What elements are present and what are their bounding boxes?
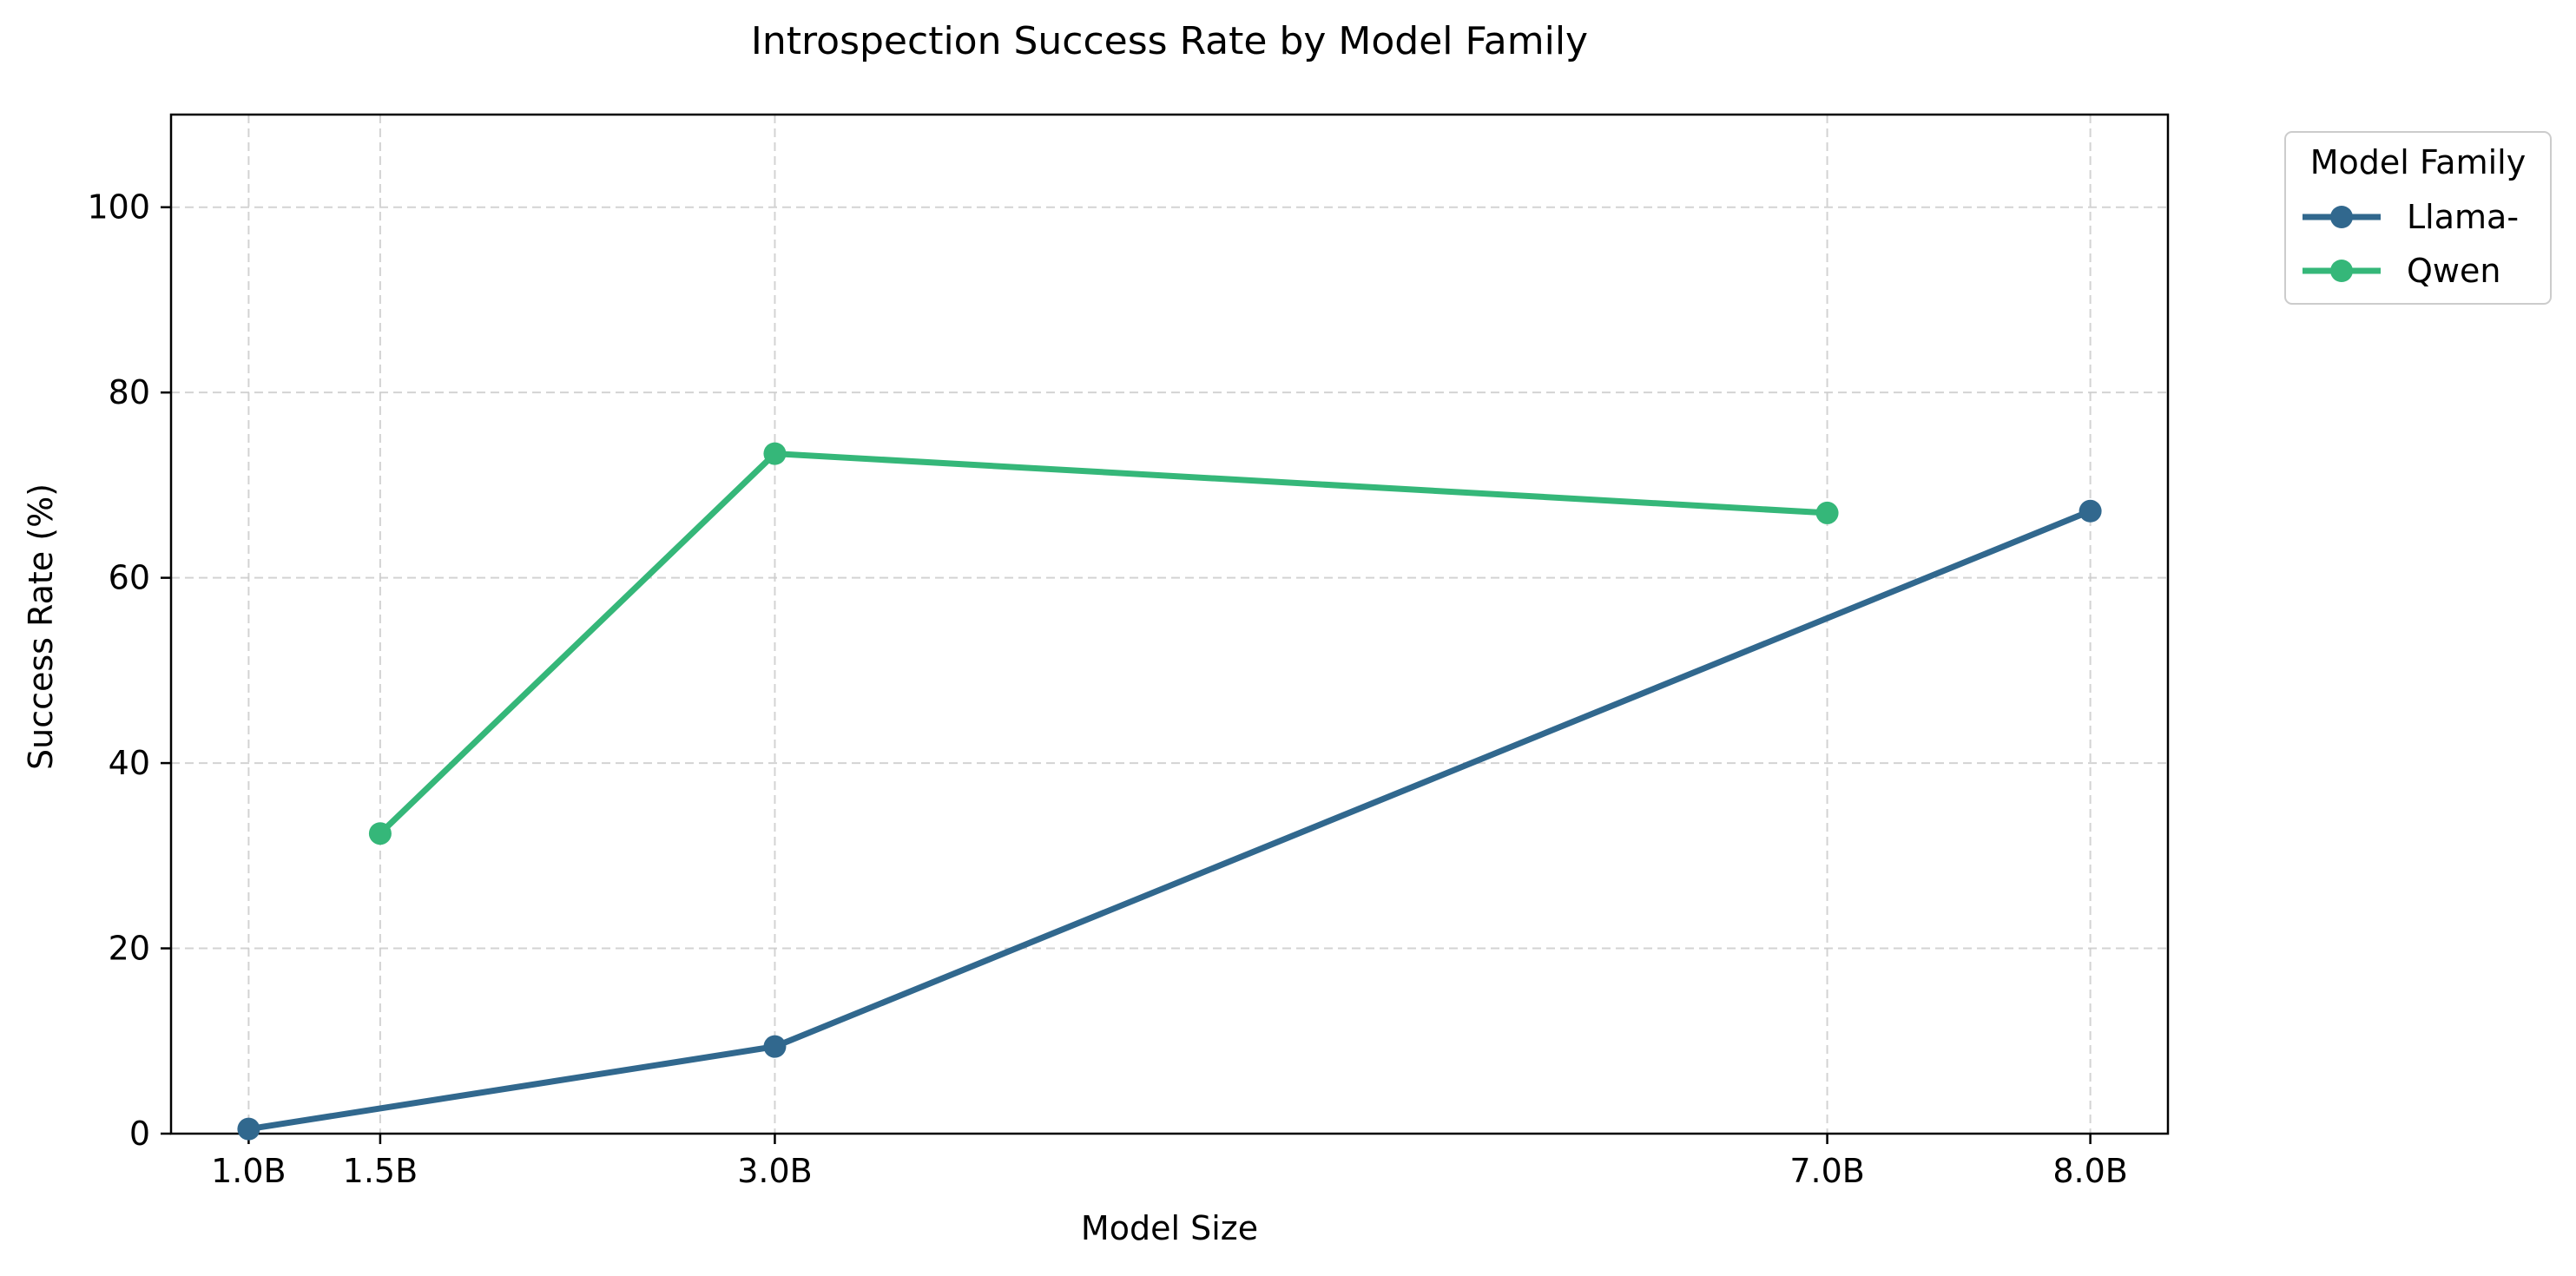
- series-1: [237, 499, 2102, 1141]
- data-point: [1815, 501, 1839, 524]
- data-point: [763, 1035, 787, 1058]
- legend-frame: [2284, 131, 2552, 305]
- x-tick-label: 7.0B: [1789, 1152, 1865, 1190]
- x-axis-label: Model Size: [1081, 1209, 1258, 1247]
- legend-label: Llama-: [2407, 198, 2519, 236]
- x-tick-label: 3.0B: [737, 1152, 813, 1190]
- x-tick-label: 1.5B: [343, 1152, 418, 1190]
- legend: Model Family Llama- Qwen: [2284, 131, 2552, 305]
- axes-layer: 0 20 40 60 80 100 1.0B 1.5B 3.0B 7.0B 8.0B: [87, 113, 2170, 1190]
- legend-entry-1: Llama-: [2303, 198, 2519, 236]
- chart-title: Introspection Success Rate by Model Fami…: [751, 19, 1588, 63]
- series-2: [368, 442, 1839, 845]
- data-point: [2079, 499, 2102, 523]
- y-tick-label: 0: [129, 1115, 150, 1153]
- legend-marker: [2330, 260, 2353, 282]
- y-tick-label: 60: [109, 559, 150, 597]
- y-axis-label: Success Rate (%): [22, 483, 60, 770]
- legend-marker: [2330, 206, 2353, 228]
- y-tick-label: 40: [109, 744, 150, 782]
- series-layer: [237, 442, 2102, 1141]
- x-tick-label: 8.0B: [2052, 1152, 2128, 1190]
- legend-label: Qwen: [2407, 252, 2500, 290]
- data-point: [368, 822, 392, 845]
- data-point: [763, 442, 787, 465]
- data-point: [237, 1117, 260, 1141]
- y-tick-label: 100: [87, 188, 150, 227]
- legend-title: Model Family: [2310, 143, 2526, 181]
- y-tick-label: 80: [109, 373, 150, 411]
- plot-frame: [169, 113, 2170, 1135]
- legend-entry-2: Qwen: [2303, 252, 2500, 290]
- legend-entries: Llama- Qwen: [2303, 198, 2519, 290]
- x-tick-label: 1.0B: [211, 1152, 287, 1190]
- grid-layer: [171, 115, 2168, 1135]
- y-tick-label: 20: [109, 930, 150, 968]
